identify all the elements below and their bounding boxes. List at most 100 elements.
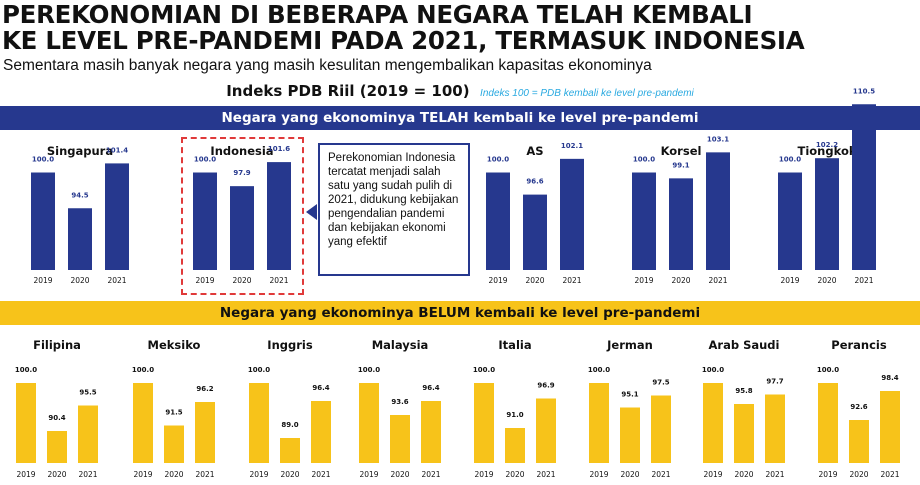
tick-label-singapura-2019: 2019 bbox=[33, 276, 52, 285]
bar-meksiko-2020 bbox=[164, 425, 184, 463]
bar-malaysia-2019 bbox=[359, 383, 379, 463]
bar-arab-saudi-2019 bbox=[703, 383, 723, 463]
data-label-meksiko-2021: 96.2 bbox=[196, 385, 213, 393]
data-label-arab-saudi-2020: 95.8 bbox=[735, 387, 752, 395]
index-note: Indeks 100 = PDB kembali ke level pre-pa… bbox=[480, 88, 694, 99]
tick-label-jerman-2019: 2019 bbox=[589, 470, 608, 479]
bar-italia-2021 bbox=[536, 398, 556, 463]
data-label-tiongkok-2021: 110.5 bbox=[853, 87, 875, 95]
tick-label-as-2021: 2021 bbox=[562, 276, 581, 285]
tick-label-filipina-2020: 2020 bbox=[47, 470, 66, 479]
tick-label-malaysia-2021: 2021 bbox=[421, 470, 440, 479]
tick-label-indonesia-2020: 2020 bbox=[232, 276, 251, 285]
tick-label-korsel-2021: 2021 bbox=[708, 276, 727, 285]
bar-as-2021 bbox=[560, 158, 584, 270]
data-label-korsel-2019: 100.0 bbox=[633, 156, 655, 164]
bar-malaysia-2021 bbox=[421, 401, 441, 463]
bar-malaysia-2020 bbox=[390, 415, 410, 463]
data-label-indonesia-2020: 97.9 bbox=[233, 169, 250, 177]
data-label-malaysia-2020: 93.6 bbox=[391, 398, 408, 406]
page-subtitle: Sementara masih banyak negara yang masih… bbox=[3, 57, 652, 74]
chart-title-indonesia: Indonesia bbox=[210, 144, 273, 158]
bar-korsel-2020 bbox=[669, 178, 693, 270]
bar-inggris-2021 bbox=[311, 401, 331, 463]
data-label-as-2020: 96.6 bbox=[526, 178, 543, 186]
bar-as-2020 bbox=[523, 194, 547, 270]
bar-tiongkok-2019 bbox=[778, 172, 802, 270]
data-label-as-2019: 100.0 bbox=[487, 156, 509, 164]
data-label-tiongkok-2019: 100.0 bbox=[779, 156, 801, 164]
band-not-recovered: Negara yang ekonominya BELUM kembali ke … bbox=[0, 301, 920, 325]
data-label-italia-2021: 96.9 bbox=[537, 382, 554, 390]
bar-jerman-2020 bbox=[620, 407, 640, 463]
data-label-jerman-2021: 97.5 bbox=[652, 379, 669, 387]
tick-label-inggris-2021: 2021 bbox=[311, 470, 330, 479]
title-line-2: KE LEVEL PRE-PANDEMI PADA 2021, TERMASUK… bbox=[2, 26, 805, 55]
data-label-filipina-2019: 100.0 bbox=[15, 366, 37, 374]
tick-label-jerman-2020: 2020 bbox=[620, 470, 639, 479]
tick-label-malaysia-2020: 2020 bbox=[390, 470, 409, 479]
page-title: PEREKONOMIAN DI BEBERAPA NEGARA TELAH KE… bbox=[2, 2, 918, 54]
tick-label-tiongkok-2019: 2019 bbox=[780, 276, 799, 285]
tick-label-jerman-2021: 2021 bbox=[651, 470, 670, 479]
bar-indonesia-2020 bbox=[230, 186, 254, 270]
bar-indonesia-2021 bbox=[267, 162, 291, 270]
tick-label-korsel-2020: 2020 bbox=[671, 276, 690, 285]
data-label-korsel-2020: 99.1 bbox=[672, 161, 689, 169]
bar-meksiko-2019 bbox=[133, 383, 153, 463]
tick-label-perancis-2020: 2020 bbox=[849, 470, 868, 479]
indonesia-callout: Perekonomian Indonesia tercatat menjadi … bbox=[318, 143, 470, 276]
bar-as-2019 bbox=[486, 172, 510, 270]
chart-title-singapura: Singapura bbox=[47, 144, 113, 158]
bar-korsel-2021 bbox=[706, 152, 730, 270]
chart-title-perancis: Perancis bbox=[831, 338, 887, 352]
tick-label-tiongkok-2021: 2021 bbox=[854, 276, 873, 285]
tick-label-indonesia-2019: 2019 bbox=[195, 276, 214, 285]
bar-perancis-2021 bbox=[880, 391, 900, 463]
tick-label-perancis-2021: 2021 bbox=[880, 470, 899, 479]
bar-indonesia-2019 bbox=[193, 172, 217, 270]
tick-label-meksiko-2020: 2020 bbox=[164, 470, 183, 479]
bar-singapura-2019 bbox=[31, 172, 55, 270]
data-label-italia-2019: 100.0 bbox=[473, 366, 495, 374]
data-label-filipina-2020: 90.4 bbox=[48, 414, 65, 422]
tick-label-inggris-2020: 2020 bbox=[280, 470, 299, 479]
data-label-singapura-2019: 100.0 bbox=[32, 156, 54, 164]
band-recovered: Negara yang ekonominya TELAH kembali ke … bbox=[0, 106, 920, 130]
data-label-perancis-2021: 98.4 bbox=[881, 374, 898, 382]
data-label-arab-saudi-2021: 97.7 bbox=[766, 378, 783, 386]
chart-title-filipina: Filipina bbox=[33, 338, 81, 352]
tick-label-korsel-2019: 2019 bbox=[634, 276, 653, 285]
bar-filipina-2021 bbox=[78, 405, 98, 463]
data-label-tiongkok-2020: 102.2 bbox=[816, 141, 838, 149]
data-label-korsel-2021: 103.1 bbox=[707, 135, 729, 143]
tick-label-tiongkok-2020: 2020 bbox=[817, 276, 836, 285]
title-line-1: PEREKONOMIAN DI BEBERAPA NEGARA TELAH KE… bbox=[2, 0, 753, 29]
chart-title-arab-saudi: Arab Saudi bbox=[709, 338, 780, 352]
index-title: Indeks PDB Riil (2019 = 100) bbox=[226, 82, 470, 100]
data-label-perancis-2020: 92.6 bbox=[850, 403, 867, 411]
tick-label-meksiko-2021: 2021 bbox=[195, 470, 214, 479]
tick-label-filipina-2019: 2019 bbox=[16, 470, 35, 479]
bar-perancis-2019 bbox=[818, 383, 838, 463]
chart-title-italia: Italia bbox=[498, 338, 531, 352]
bar-arab-saudi-2021 bbox=[765, 394, 785, 463]
bar-arab-saudi-2020 bbox=[734, 404, 754, 463]
tick-label-indonesia-2021: 2021 bbox=[269, 276, 288, 285]
indonesia-highlight-box bbox=[181, 137, 304, 295]
tick-label-perancis-2019: 2019 bbox=[818, 470, 837, 479]
data-label-arab-saudi-2019: 100.0 bbox=[702, 366, 724, 374]
chart-title-korsel: Korsel bbox=[661, 144, 702, 158]
bar-singapura-2020 bbox=[68, 208, 92, 270]
data-label-indonesia-2021: 101.6 bbox=[268, 145, 290, 153]
chart-title-tiongkok: Tiongkok bbox=[798, 144, 857, 158]
bar-inggris-2020 bbox=[280, 438, 300, 463]
tick-label-arab-saudi-2020: 2020 bbox=[734, 470, 753, 479]
tick-label-arab-saudi-2019: 2019 bbox=[703, 470, 722, 479]
bar-jerman-2019 bbox=[589, 383, 609, 463]
data-label-meksiko-2020: 91.5 bbox=[165, 409, 182, 417]
tick-label-malaysia-2019: 2019 bbox=[359, 470, 378, 479]
tick-label-italia-2021: 2021 bbox=[536, 470, 555, 479]
bar-perancis-2020 bbox=[849, 420, 869, 463]
tick-label-as-2020: 2020 bbox=[525, 276, 544, 285]
